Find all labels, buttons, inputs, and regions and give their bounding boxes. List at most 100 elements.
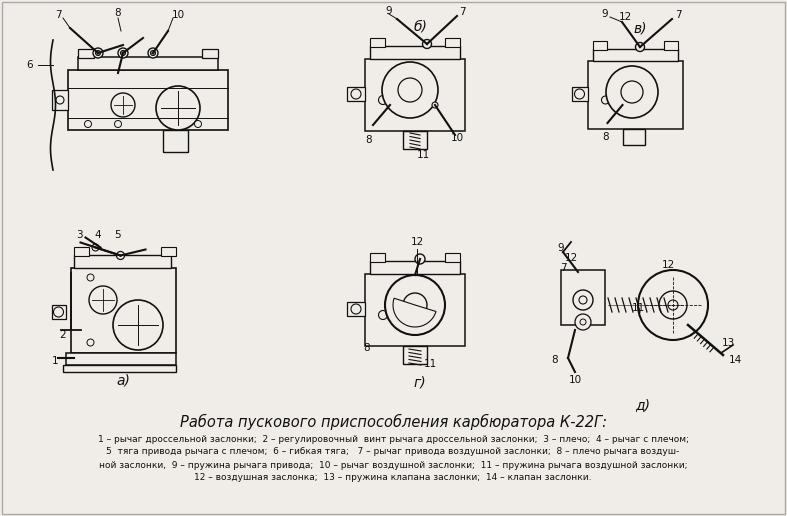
Circle shape xyxy=(635,42,645,52)
Circle shape xyxy=(379,95,387,105)
Text: 5: 5 xyxy=(114,231,121,240)
Bar xyxy=(571,87,588,101)
Text: 3: 3 xyxy=(76,231,83,240)
Text: 12: 12 xyxy=(619,12,632,22)
Bar xyxy=(663,41,678,50)
Circle shape xyxy=(113,300,163,350)
Bar xyxy=(347,302,365,316)
Bar xyxy=(73,247,88,255)
Text: г): г) xyxy=(414,375,427,389)
Text: 11: 11 xyxy=(631,303,645,313)
Circle shape xyxy=(148,48,158,58)
Text: 1: 1 xyxy=(52,356,59,365)
Circle shape xyxy=(432,102,438,108)
Circle shape xyxy=(120,51,125,56)
Bar xyxy=(403,346,427,364)
Bar xyxy=(623,129,645,145)
Bar xyxy=(365,274,465,346)
Bar xyxy=(370,253,385,262)
Text: 7: 7 xyxy=(674,10,682,20)
Bar xyxy=(163,130,188,152)
Text: б): б) xyxy=(413,20,427,34)
Circle shape xyxy=(638,270,708,340)
Text: 10: 10 xyxy=(450,133,464,143)
Text: 13: 13 xyxy=(722,338,734,348)
Circle shape xyxy=(84,121,91,127)
Bar xyxy=(445,38,460,47)
Text: 11: 11 xyxy=(416,150,430,160)
Circle shape xyxy=(93,48,103,58)
Text: 14: 14 xyxy=(729,355,741,365)
Text: 8: 8 xyxy=(366,135,372,145)
Bar xyxy=(588,61,682,129)
Text: 12: 12 xyxy=(661,260,674,270)
Circle shape xyxy=(92,244,99,251)
Bar xyxy=(51,305,65,319)
Text: 8: 8 xyxy=(115,8,121,18)
Circle shape xyxy=(382,62,438,118)
Circle shape xyxy=(403,293,427,317)
Circle shape xyxy=(580,319,586,325)
Circle shape xyxy=(351,304,361,314)
Circle shape xyxy=(575,314,591,330)
Circle shape xyxy=(351,89,361,99)
Bar xyxy=(370,46,460,59)
Text: 1 – рычаг дроссельной заслонки;  2 – регулировочный  винт рычага дроссельной зас: 1 – рычаг дроссельной заслонки; 2 – регу… xyxy=(98,434,689,443)
Text: 5  тяга привода рычага с плечом;  6 – гибкая тяга;   7 – рычаг привода воздушной: 5 тяга привода рычага с плечом; 6 – гибк… xyxy=(106,447,680,457)
Bar xyxy=(347,87,365,101)
Circle shape xyxy=(116,251,124,260)
Text: 12: 12 xyxy=(565,253,578,263)
Bar xyxy=(73,254,171,267)
Bar xyxy=(370,38,385,47)
Circle shape xyxy=(379,311,387,319)
Circle shape xyxy=(659,291,687,319)
Bar xyxy=(78,57,218,70)
Circle shape xyxy=(150,51,156,56)
Text: ной заслонки,  9 – пружина рычага привода;  10 – рычаг воздушной заслонки;  11 –: ной заслонки, 9 – пружина рычага привода… xyxy=(98,460,687,470)
Text: 10: 10 xyxy=(172,10,185,20)
Text: д): д) xyxy=(635,398,651,412)
Text: в): в) xyxy=(634,22,647,36)
Text: Работа пускового приспособления карбюратора К-22Г:: Работа пускового приспособления карбюрат… xyxy=(179,414,607,430)
Bar xyxy=(68,70,228,130)
Text: 9: 9 xyxy=(386,6,392,16)
Text: 7: 7 xyxy=(560,263,567,273)
Circle shape xyxy=(54,307,64,317)
Circle shape xyxy=(114,121,121,127)
Bar xyxy=(78,49,94,58)
Circle shape xyxy=(156,86,200,130)
Polygon shape xyxy=(393,298,436,327)
Bar xyxy=(202,49,218,58)
Bar xyxy=(561,270,605,325)
Bar xyxy=(403,131,427,149)
Text: 8: 8 xyxy=(602,132,609,142)
Circle shape xyxy=(398,78,422,102)
Circle shape xyxy=(385,275,445,335)
Text: 12: 12 xyxy=(410,237,423,247)
Circle shape xyxy=(118,48,128,58)
Circle shape xyxy=(111,93,135,117)
Circle shape xyxy=(95,51,101,56)
Bar xyxy=(593,41,607,50)
Circle shape xyxy=(415,254,425,264)
Circle shape xyxy=(606,66,658,118)
Text: 11: 11 xyxy=(423,359,437,369)
Circle shape xyxy=(194,121,201,127)
Text: а): а) xyxy=(116,374,130,388)
Text: 6: 6 xyxy=(27,60,33,70)
Text: 7: 7 xyxy=(54,10,61,20)
Circle shape xyxy=(87,274,94,281)
Circle shape xyxy=(89,286,117,314)
Text: 12 – воздушная заслонка;  13 – пружина клапана заслонки;  14 – клапан заслонки.: 12 – воздушная заслонка; 13 – пружина кл… xyxy=(194,474,592,482)
Text: 9: 9 xyxy=(558,243,564,253)
Circle shape xyxy=(573,290,593,310)
Bar xyxy=(161,247,176,255)
Circle shape xyxy=(601,96,609,104)
Bar xyxy=(370,261,460,274)
Bar xyxy=(445,253,460,262)
Circle shape xyxy=(575,89,585,99)
Text: 8: 8 xyxy=(364,343,371,353)
Text: 8: 8 xyxy=(552,355,558,365)
Circle shape xyxy=(87,339,94,346)
Text: 2: 2 xyxy=(59,330,66,340)
